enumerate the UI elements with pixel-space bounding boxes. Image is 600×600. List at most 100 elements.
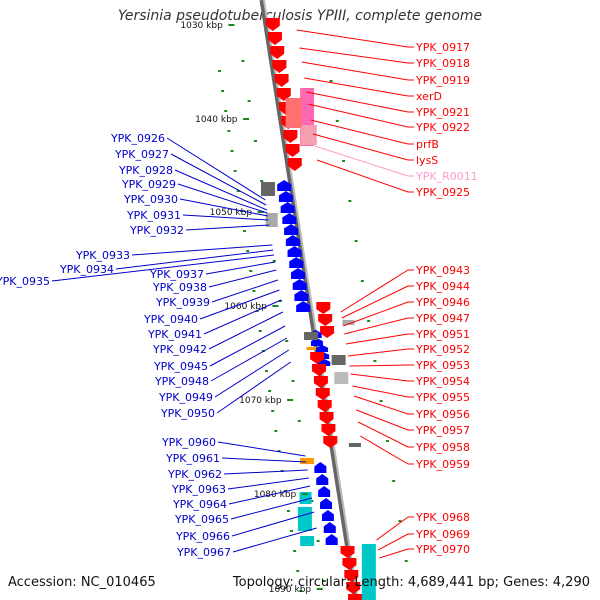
gene-label-right: YPK_0970: [415, 543, 470, 556]
forward-gene-arrow: [321, 510, 334, 521]
gene-label-right: YPK_0968: [415, 511, 470, 524]
forward-gene-arrow: [316, 345, 329, 352]
tick-mark: [243, 230, 247, 232]
tick-mark: [233, 170, 237, 172]
gene-label-left: YPK_0928: [118, 164, 173, 177]
ruler-tick: [301, 493, 308, 495]
leader-line: [310, 119, 409, 145]
pseudo-feature: [334, 372, 349, 384]
reverse-gene-arrow: [283, 130, 298, 143]
tick-mark: [360, 280, 364, 282]
reverse-gene-arrow: [313, 376, 328, 388]
leader-line: [342, 301, 409, 327]
tick-mark: [272, 260, 276, 262]
tick-mark: [253, 140, 257, 142]
gene-label-right: YPK_0917: [415, 41, 470, 54]
reverse-gene-arrow: [342, 558, 357, 570]
gene-label-right: YPK_0943: [415, 264, 470, 277]
map-title: Yersinia pseudotuberculosis YPIII, compl…: [117, 8, 483, 24]
gene-label-right: YPK_0954: [415, 375, 470, 388]
reverse-gene-arrow: [270, 46, 285, 59]
gene-label-right: YPK_0953: [415, 359, 470, 372]
pseudo-feature: [348, 443, 361, 447]
tick-mark: [398, 520, 402, 522]
leader-line: [316, 159, 409, 193]
reverse-gene-arrow: [312, 364, 327, 376]
gene-label-right: lysS: [416, 154, 438, 167]
pseudo-feature: [304, 332, 319, 340]
backbone-line: [259, 0, 359, 600]
reverse-gene-arrow: [276, 88, 291, 101]
genome-summary-text: Topology: circular; Length: 4,689,441 bp…: [232, 575, 590, 590]
tick-mark: [373, 360, 377, 362]
leader-line: [356, 409, 409, 431]
tick-mark: [268, 390, 272, 392]
tick-mark: [258, 330, 262, 332]
tick-mark: [296, 570, 300, 572]
tick-mark: [335, 120, 339, 122]
gene-label-left: YPK_0931: [126, 209, 181, 222]
forward-gene-arrow: [282, 213, 297, 224]
gene-label-right: YPK_0947: [415, 312, 470, 325]
forward-gene-arrow: [287, 246, 302, 257]
tick-mark: [310, 500, 314, 502]
gene-label-left: YPK_0963: [171, 483, 226, 496]
pseudo-feature: [342, 320, 355, 325]
reverse-gene-arrow: [340, 546, 355, 558]
leader-line: [353, 395, 409, 415]
tick-mark: [329, 80, 333, 82]
pseudo-feature: [260, 182, 275, 196]
gene-label-right: YPK_0957: [415, 424, 470, 437]
gene-label-left: YPK_0965: [174, 513, 229, 526]
ruler-label: 1040 kbp: [195, 115, 238, 125]
leader-line: [344, 317, 409, 335]
leader-line: [211, 279, 279, 303]
forward-gene-arrow: [294, 290, 309, 301]
leader-line: [228, 485, 311, 505]
ruler-tick: [243, 118, 250, 120]
reverse-gene-arrow: [319, 412, 334, 424]
reverse-gene-arrow: [268, 32, 283, 45]
tick-mark: [299, 590, 303, 592]
reverse-gene-arrow: [265, 18, 280, 31]
ruler-label: 1030 kbp: [180, 21, 223, 31]
reverse-gene-arrow: [346, 582, 361, 594]
gene-label-right: xerD: [416, 90, 442, 103]
gene-label-left: YPK_0938: [152, 281, 207, 294]
reverse-gene-arrow: [315, 388, 330, 400]
genome-backbone: [259, 0, 359, 600]
gene-label-left: YPK_0935: [0, 275, 50, 288]
backbone-highlight: [263, 0, 359, 600]
other-feature: [300, 458, 315, 464]
leader-line: [349, 364, 409, 367]
leader-line: [296, 29, 409, 48]
leader-line: [205, 261, 276, 275]
ruler-label: 1060 kbp: [224, 302, 267, 312]
forward-gene-arrow: [278, 191, 293, 202]
tick-mark: [246, 250, 250, 252]
reverse-gene-arrow: [272, 60, 287, 73]
tick-mark: [286, 510, 290, 512]
gene-label-left: YPK_0967: [176, 546, 231, 559]
gene-label-right: YPK_0922: [415, 121, 470, 134]
leader-line: [223, 469, 308, 475]
leader-line: [177, 183, 268, 214]
leader-line: [377, 533, 409, 551]
reverse-gene-arrow: [344, 570, 359, 582]
leader-line: [166, 137, 266, 201]
gene-label-right: YPK_0956: [415, 408, 470, 421]
reverse-gene-arrow: [318, 314, 333, 326]
reverse-gene-arrow: [285, 144, 300, 157]
gene-label-right: YPK_0921: [415, 106, 470, 119]
forward-gene-arrow: [277, 180, 292, 191]
forward-gene-arrow: [316, 474, 329, 485]
leader-line: [227, 477, 309, 490]
leader-line: [312, 133, 409, 161]
leader-line: [230, 497, 313, 520]
gene-label-left: YPK_0927: [114, 148, 169, 161]
other-feature: [300, 536, 315, 546]
gene-label-right: YPK_0944: [415, 280, 470, 293]
leader-line: [208, 269, 277, 288]
leader-line: [360, 435, 409, 465]
